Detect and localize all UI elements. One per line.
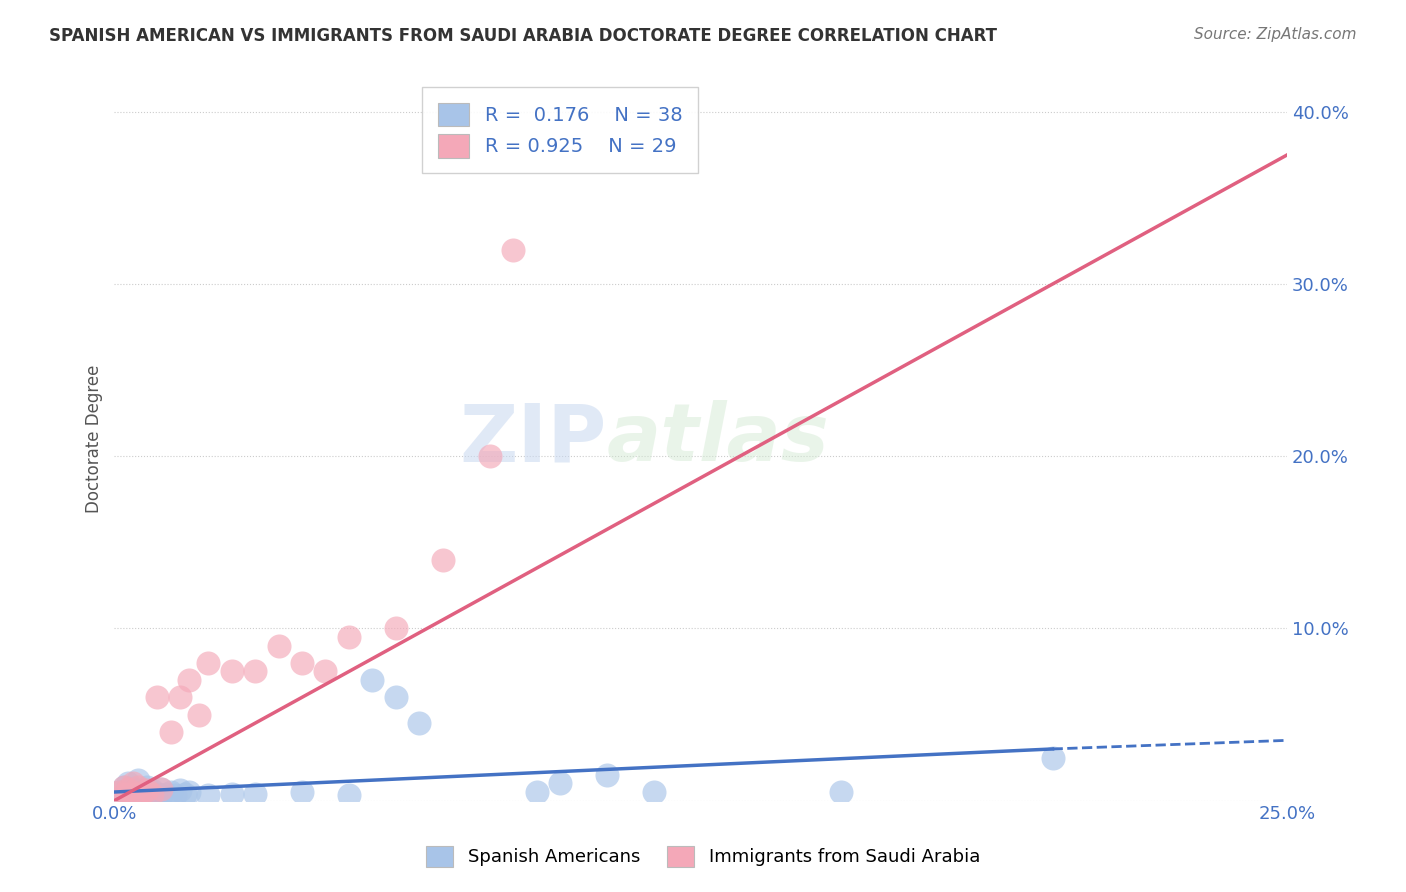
- Point: [267, 639, 290, 653]
- Text: ZIP: ZIP: [460, 400, 607, 478]
- Point: [830, 785, 852, 799]
- Point: [150, 789, 173, 803]
- Point: [361, 673, 384, 687]
- Point: [1042, 750, 1064, 764]
- Point: [112, 780, 135, 794]
- Point: [432, 552, 454, 566]
- Point: [112, 787, 135, 801]
- Point: [548, 776, 571, 790]
- Point: [502, 243, 524, 257]
- Point: [197, 656, 219, 670]
- Point: [385, 690, 408, 705]
- Point: [197, 789, 219, 803]
- Point: [243, 665, 266, 679]
- Point: [141, 787, 163, 801]
- Point: [136, 783, 159, 797]
- Point: [122, 776, 145, 790]
- Point: [122, 789, 145, 803]
- Point: [145, 690, 167, 705]
- Legend: R =  0.176    N = 38, R = 0.925    N = 29: R = 0.176 N = 38, R = 0.925 N = 29: [422, 87, 697, 174]
- Point: [150, 781, 173, 796]
- Point: [112, 789, 135, 803]
- Point: [337, 630, 360, 644]
- Point: [159, 785, 181, 799]
- Point: [108, 785, 131, 799]
- Point: [122, 781, 145, 796]
- Point: [337, 789, 360, 803]
- Point: [159, 724, 181, 739]
- Point: [117, 781, 139, 796]
- Point: [127, 780, 149, 794]
- Point: [136, 787, 159, 801]
- Point: [478, 449, 501, 463]
- Point: [112, 780, 135, 794]
- Point: [131, 789, 153, 803]
- Point: [526, 785, 548, 799]
- Point: [173, 787, 195, 801]
- Point: [141, 783, 163, 797]
- Point: [150, 781, 173, 796]
- Point: [127, 787, 149, 801]
- Point: [643, 785, 665, 799]
- Point: [596, 768, 619, 782]
- Point: [169, 783, 191, 797]
- Point: [291, 785, 314, 799]
- Point: [179, 785, 201, 799]
- Point: [187, 707, 209, 722]
- Point: [145, 787, 167, 801]
- Point: [315, 665, 337, 679]
- Text: Source: ZipAtlas.com: Source: ZipAtlas.com: [1194, 27, 1357, 42]
- Point: [221, 665, 243, 679]
- Point: [136, 780, 159, 794]
- Point: [127, 787, 149, 801]
- Point: [117, 776, 139, 790]
- Point: [408, 716, 430, 731]
- Point: [155, 787, 177, 801]
- Point: [243, 787, 266, 801]
- Point: [141, 789, 163, 803]
- Legend: Spanish Americans, Immigrants from Saudi Arabia: Spanish Americans, Immigrants from Saudi…: [419, 838, 987, 874]
- Text: SPANISH AMERICAN VS IMMIGRANTS FROM SAUDI ARABIA DOCTORATE DEGREE CORRELATION CH: SPANISH AMERICAN VS IMMIGRANTS FROM SAUD…: [49, 27, 997, 45]
- Point: [291, 656, 314, 670]
- Point: [122, 789, 145, 803]
- Point: [131, 783, 153, 797]
- Point: [117, 787, 139, 801]
- Point: [117, 787, 139, 801]
- Y-axis label: Doctorate Degree: Doctorate Degree: [86, 365, 103, 513]
- Point: [179, 673, 201, 687]
- Point: [131, 785, 153, 799]
- Point: [165, 789, 187, 803]
- Point: [127, 772, 149, 787]
- Point: [385, 622, 408, 636]
- Point: [169, 690, 191, 705]
- Point: [221, 787, 243, 801]
- Text: atlas: atlas: [607, 400, 830, 478]
- Point: [108, 785, 131, 799]
